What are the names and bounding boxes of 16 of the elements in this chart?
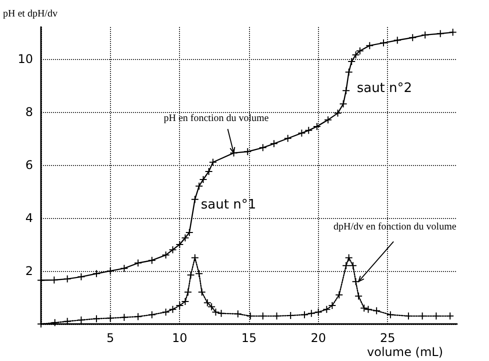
x-tick-label: 20 (310, 331, 326, 345)
y-tick-label: 6 (25, 158, 33, 172)
x-tick-label: 5 (106, 331, 114, 345)
y-tick-label: 10 (18, 52, 33, 66)
y-axis-title: pH et dpH/dv (3, 8, 58, 20)
annotation: dpH/dv en fonction du volume (334, 222, 457, 233)
annotation: pH en fonction du volume (164, 112, 270, 124)
annotation: saut n°1 (200, 197, 256, 212)
x-tick-label: 25 (380, 331, 396, 345)
annotation: saut n°2 (356, 81, 412, 96)
x-tick-label: 10 (172, 331, 188, 345)
y-tick-label: 4 (25, 210, 33, 225)
y-tick-label: 2 (25, 264, 33, 278)
x-axis-title: volume (mL) (367, 345, 444, 359)
x-tick-label: 15 (241, 331, 257, 345)
y-tick-label: 8 (25, 104, 33, 119)
